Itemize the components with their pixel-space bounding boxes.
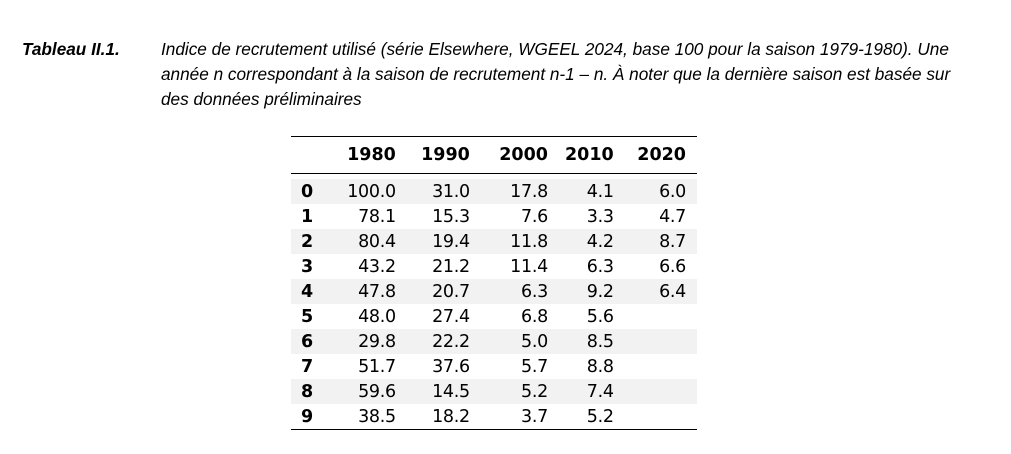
table-cell: 31.0 bbox=[395, 179, 470, 204]
table-row: 3 43.2 21.2 11.4 6.3 6.6 bbox=[291, 254, 697, 279]
table-cell: 29.8 bbox=[332, 329, 396, 354]
table-cell: 7.6 bbox=[521, 206, 548, 227]
table-cell: 5.2 bbox=[469, 379, 548, 404]
column-header: 2010 bbox=[565, 145, 614, 165]
table-cell: 80.4 bbox=[332, 229, 396, 254]
table-body: 0 100.0 31.0 17.8 4.1 6.0 1 78.1 15.3 7.6 3.3 4.7 2 8… bbox=[291, 174, 697, 430]
row-index-cell: 3 bbox=[301, 256, 314, 277]
table-cell: 3.7 bbox=[521, 406, 548, 427]
table-cell: 59.6 bbox=[332, 379, 396, 404]
caption-text: Indice de recrutement utilisé (série Els… bbox=[161, 39, 951, 109]
table-cell: 51.7 bbox=[358, 356, 396, 377]
table-cell: 6.6 bbox=[659, 256, 686, 277]
table-row: 0 100.0 31.0 17.8 4.1 6.0 bbox=[291, 179, 697, 204]
table-cell: 18.2 bbox=[432, 406, 470, 427]
table-cell: 48.0 bbox=[358, 306, 396, 327]
table-cell: 27.4 bbox=[432, 306, 470, 327]
table-cell: 43.2 bbox=[358, 256, 396, 277]
table-cell: 6.0 bbox=[613, 179, 697, 204]
recruitment-index-table: 1980 1990 2000 2010 2020 0 100.0 31.0 17.8 4… bbox=[291, 136, 697, 430]
table-cell bbox=[613, 379, 697, 404]
column-header bbox=[291, 137, 332, 174]
data-table-container: 1980 1990 2000 2010 2020 0 100.0 31.0 17.8 4… bbox=[291, 136, 697, 430]
table-cell: 6.3 bbox=[469, 279, 548, 304]
table-cell bbox=[614, 404, 697, 430]
table-cell: 20.7 bbox=[395, 279, 470, 304]
table-cell: 14.5 bbox=[395, 379, 470, 404]
table-cell: 6.8 bbox=[521, 306, 548, 327]
table-row: 4 47.8 20.7 6.3 9.2 6.4 bbox=[291, 279, 697, 304]
table-cell: 37.6 bbox=[432, 356, 470, 377]
table-cell: 5.7 bbox=[521, 356, 548, 377]
table-cell: 47.8 bbox=[332, 279, 396, 304]
table-row: 6 29.8 22.2 5.0 8.5 bbox=[291, 329, 697, 354]
table-cell bbox=[613, 329, 697, 354]
row-index-cell: 1 bbox=[301, 206, 314, 227]
table-cell: 17.8 bbox=[469, 179, 548, 204]
table-cell: 7.4 bbox=[547, 379, 614, 404]
table-row: 9 38.5 18.2 3.7 5.2 bbox=[291, 404, 697, 430]
table-header-row: 1980 1990 2000 2010 2020 bbox=[291, 136, 697, 174]
table-cell bbox=[614, 354, 697, 379]
table-cell: 4.1 bbox=[547, 179, 614, 204]
table-cell: 5.6 bbox=[586, 306, 614, 327]
row-index-cell: 8 bbox=[291, 379, 333, 404]
table-cell: 5.0 bbox=[469, 329, 548, 354]
table-cell: 8.7 bbox=[613, 229, 697, 254]
table-cell: 22.2 bbox=[395, 329, 470, 354]
table-cell: 19.4 bbox=[395, 229, 470, 254]
table-cell: 3.3 bbox=[586, 206, 614, 227]
table-cell: 15.3 bbox=[432, 206, 470, 227]
column-header: 1980 bbox=[347, 145, 396, 165]
table-row: 7 51.7 37.6 5.7 8.8 bbox=[291, 354, 697, 379]
table-cell: 4.7 bbox=[659, 206, 686, 227]
table-cell: 6.3 bbox=[586, 256, 614, 277]
table-cell: 6.4 bbox=[613, 279, 697, 304]
row-index-cell: 9 bbox=[301, 406, 314, 427]
table-cell: 4.2 bbox=[547, 229, 614, 254]
table-cell: 38.5 bbox=[358, 406, 396, 427]
table-cell: 5.2 bbox=[586, 406, 614, 427]
table-cell: 11.8 bbox=[469, 229, 548, 254]
row-index-cell: 5 bbox=[301, 306, 314, 327]
table-cell: 9.2 bbox=[547, 279, 614, 304]
row-index-cell: 6 bbox=[291, 329, 333, 354]
table-cell: 8.8 bbox=[586, 356, 614, 377]
table-cell: 78.1 bbox=[358, 206, 396, 227]
row-index-cell: 2 bbox=[291, 229, 333, 254]
column-header: 2000 bbox=[499, 145, 548, 165]
table-cell: 8.5 bbox=[547, 329, 614, 354]
caption-label: Tableau II.1. bbox=[22, 39, 120, 59]
table-row: 2 80.4 19.4 11.8 4.2 8.7 bbox=[291, 229, 697, 254]
row-index-cell: 7 bbox=[301, 356, 314, 377]
table-cell: 21.2 bbox=[432, 256, 470, 277]
table-cell: 11.4 bbox=[510, 256, 548, 277]
table-cell bbox=[614, 304, 697, 329]
column-header: 2020 bbox=[637, 145, 686, 165]
column-header: 1990 bbox=[421, 145, 470, 165]
table-row: 8 59.6 14.5 5.2 7.4 bbox=[291, 379, 697, 404]
table-cell: 100.0 bbox=[332, 179, 396, 204]
row-index-cell: 4 bbox=[291, 279, 333, 304]
table-row: 5 48.0 27.4 6.8 5.6 bbox=[291, 304, 697, 329]
row-index-cell: 0 bbox=[291, 179, 333, 204]
table-row: 1 78.1 15.3 7.6 3.3 4.7 bbox=[291, 204, 697, 229]
